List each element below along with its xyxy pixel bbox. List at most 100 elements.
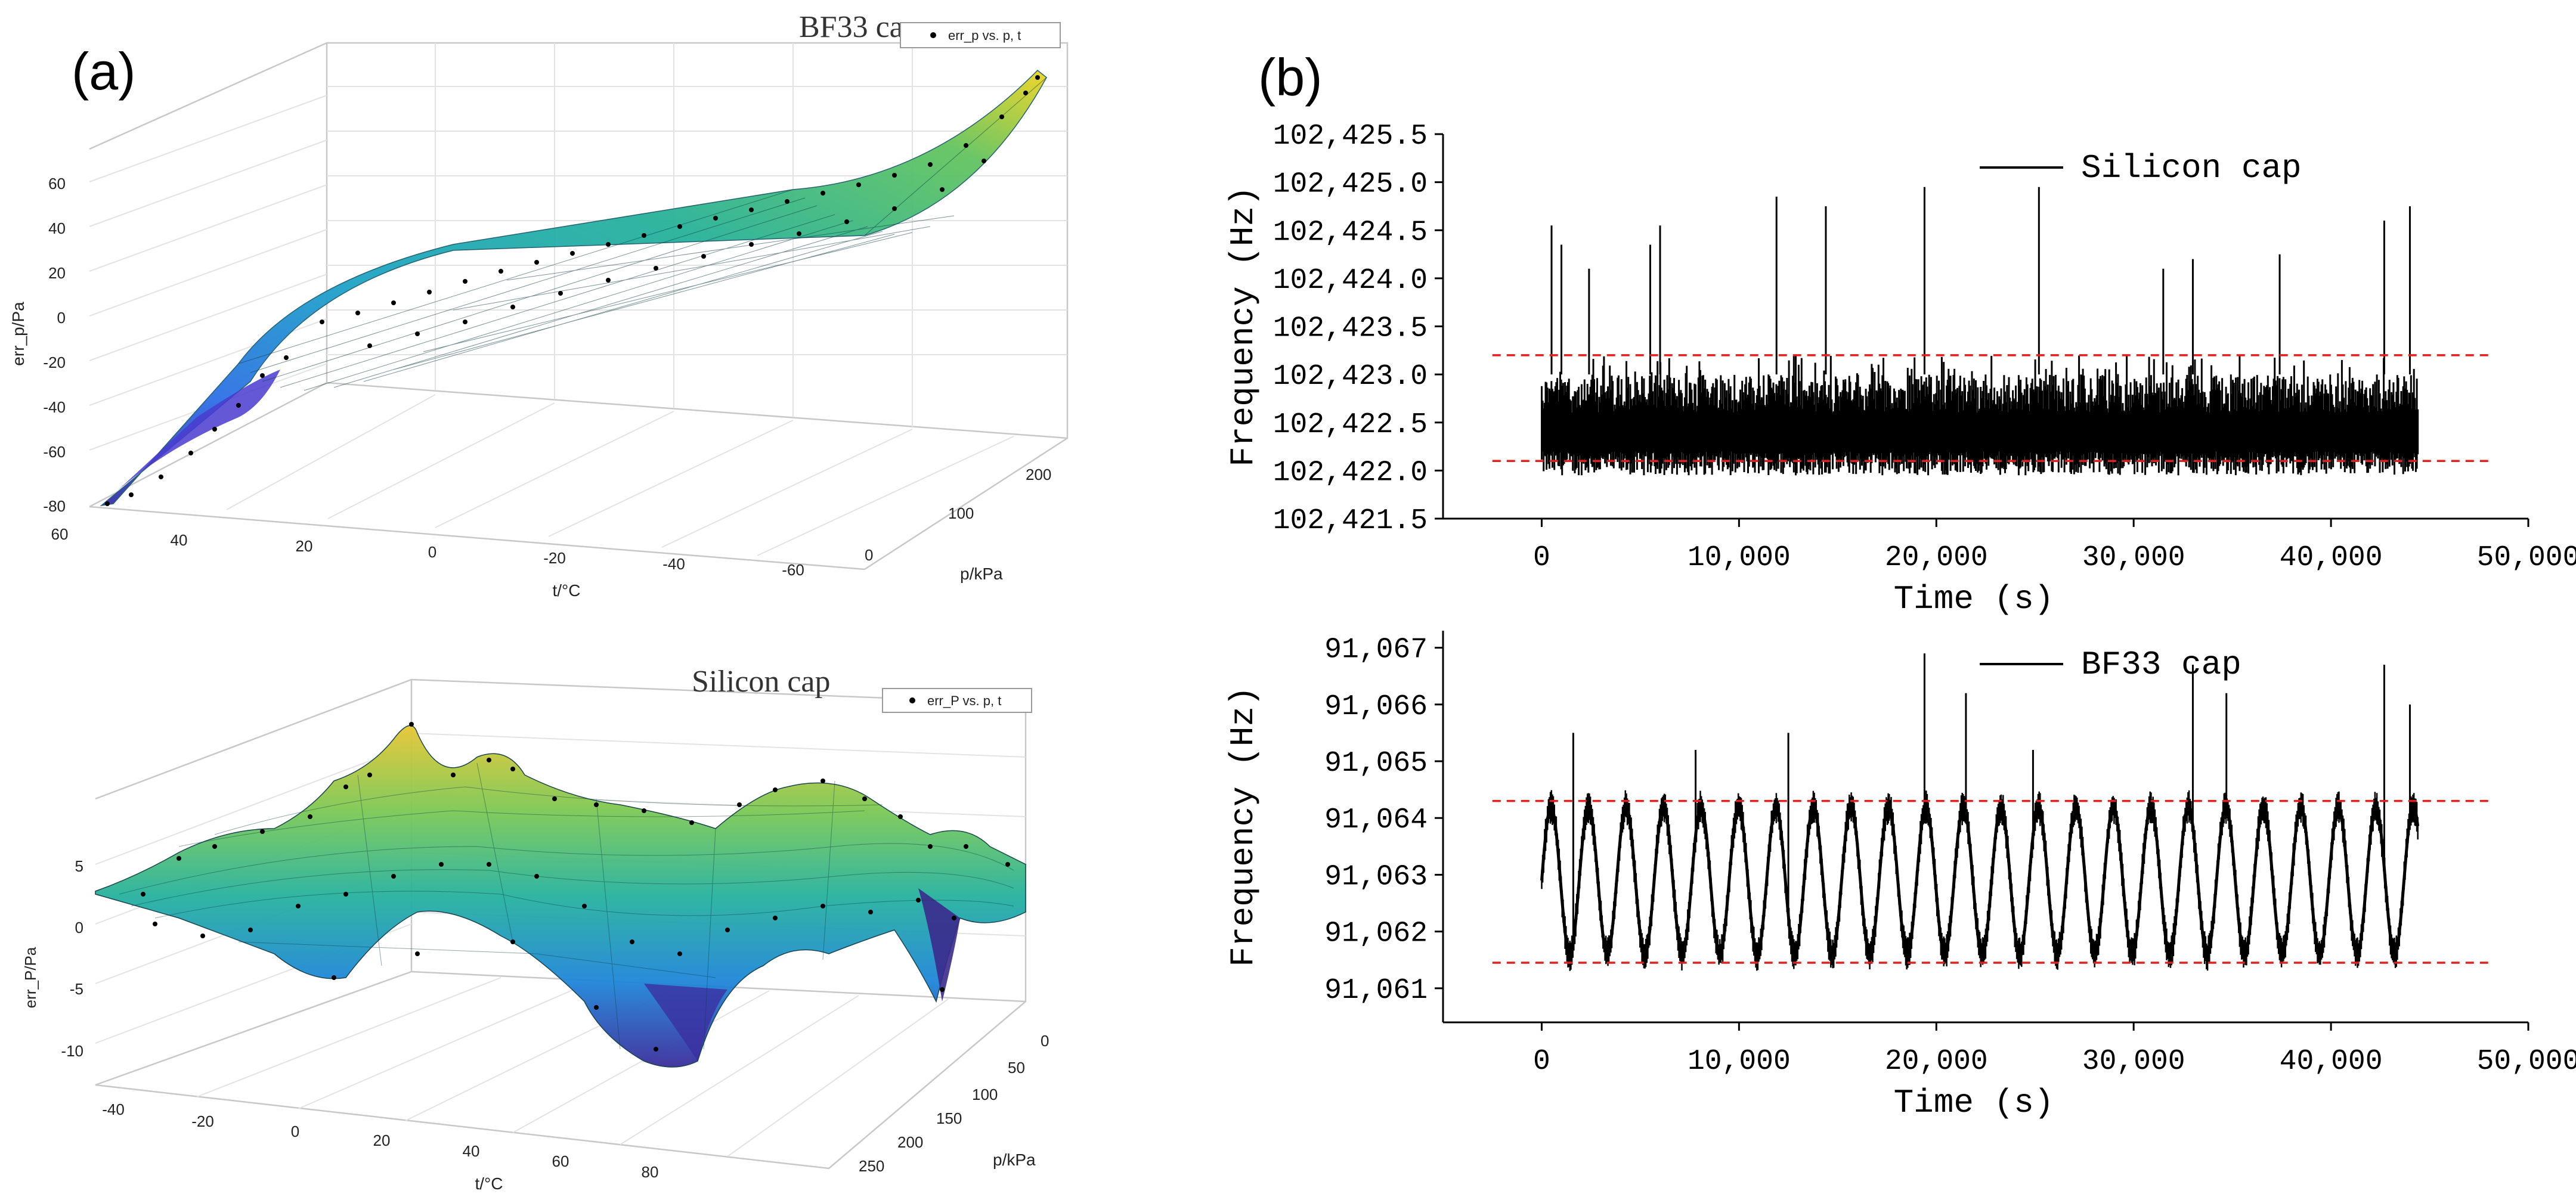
x-tick-label: 0 — [1533, 1046, 1550, 1078]
x-tick-label: 40,000 — [2280, 1046, 2383, 1078]
silicon-y-axis-label: p/kPa — [993, 1151, 1036, 1169]
x-tick-label: 20,000 — [1885, 1046, 1988, 1078]
y-tick-label: 91,064 — [1324, 804, 1428, 836]
x-axis-label: Time (s) — [1894, 1084, 2054, 1122]
y-tick-label: 102,423.5 — [1273, 313, 1428, 345]
y-tick-label: 91,067 — [1324, 634, 1428, 666]
svg-text:60: 60 — [51, 525, 69, 543]
y-tick-label: 102,421.5 — [1273, 505, 1428, 537]
y-tick-label: 91,066 — [1324, 691, 1428, 723]
silicon-surface-trough — [644, 984, 727, 1061]
bf33-3d-surface-plot: BF33 cap err_p vs. p, t 60 40 20 0 -20 -… — [9, 10, 1069, 600]
svg-text:100: 100 — [948, 504, 974, 522]
svg-text:150: 150 — [936, 1109, 962, 1127]
series-trend-line — [1540, 804, 2420, 957]
svg-text:20: 20 — [296, 537, 313, 555]
silicon-3d-legend-marker — [909, 697, 915, 703]
bf33-frequency-chart: 91,067 91,066 91,065 91,064 91,063 91,062 91,0… — [1224, 631, 2576, 1122]
silicon-3d-title: Silicon cap — [692, 665, 831, 699]
bf33-3d-title: BF33 cap — [799, 10, 919, 44]
svg-text:-40: -40 — [102, 1100, 125, 1118]
legend-label: Silicon cap — [2081, 149, 2302, 187]
bf33-x-axis-label: t/°C — [553, 581, 581, 600]
silicon-frequency-chart: 102,425.5 102,425.0 102,424.5 102,424.0 102,… — [1224, 120, 2576, 618]
y-tick-label: 102,425.0 — [1273, 169, 1428, 201]
svg-text:40: 40 — [48, 219, 66, 237]
y-tick-label: 91,061 — [1324, 975, 1428, 1007]
silicon-z-axis-label: err_P/Pa — [21, 947, 39, 1008]
svg-text:200: 200 — [897, 1133, 923, 1151]
svg-text:250: 250 — [859, 1157, 884, 1175]
silicon-data-points — [141, 722, 1010, 1052]
y-tick-label: 102,423.0 — [1273, 361, 1428, 393]
panel-b-label: (b) — [1258, 48, 1323, 107]
series-line-silicon-cap — [1541, 355, 2419, 476]
panel-b: (b) 102,425.5 102,425.0 102,424.5 102,424.0… — [1224, 48, 2576, 1122]
silicon-3d-legend-text: err_P vs. p, t — [927, 693, 1001, 708]
silicon-x-axis-label: t/°C — [475, 1174, 503, 1193]
svg-text:-20: -20 — [43, 353, 66, 371]
svg-text:-60: -60 — [782, 561, 804, 579]
bf33-z-axis-label: err_p/Pa — [9, 302, 27, 366]
svg-text:20: 20 — [373, 1131, 391, 1149]
y-axis-label: Frequency (Hz) — [1224, 186, 1262, 466]
bf33-data-points — [105, 75, 1040, 506]
svg-text:5: 5 — [75, 857, 83, 875]
svg-text:40: 40 — [463, 1142, 480, 1160]
bf33-3d-legend-box — [900, 22, 1061, 48]
y-tick-label: 91,065 — [1324, 748, 1428, 780]
svg-text:-60: -60 — [43, 443, 66, 461]
svg-text:-40: -40 — [662, 555, 685, 573]
svg-text:50: 50 — [1008, 1059, 1025, 1077]
svg-text:80: 80 — [642, 1163, 659, 1181]
svg-text:100: 100 — [972, 1086, 998, 1103]
bf33-3d-box — [89, 42, 1069, 570]
bf33-z-tick-labels: 60 40 20 0 -20 -40 -60 -80 — [43, 175, 66, 515]
svg-text:0: 0 — [57, 309, 66, 327]
x-tick-label: 30,000 — [2082, 1046, 2185, 1078]
y-tick-label: 102,425.5 — [1273, 120, 1428, 153]
y-tick-label: 102,424.5 — [1273, 216, 1428, 249]
panel-a-label: (a) — [72, 42, 136, 101]
x-axis-label: Time (s) — [1894, 580, 2054, 618]
silicon-error-surface — [95, 725, 1026, 1068]
silicon-surface-dip — [918, 888, 960, 1001]
svg-text:0: 0 — [865, 546, 873, 564]
x-tick-label: 40,000 — [2280, 542, 2383, 574]
svg-text:20: 20 — [48, 264, 66, 282]
y-tick-label: 91,062 — [1324, 918, 1428, 950]
y-tick-label: 91,063 — [1324, 861, 1428, 893]
y-tick-label: 102,422.0 — [1273, 457, 1428, 489]
bf33-3d-legend-marker — [930, 32, 936, 38]
svg-text:0: 0 — [75, 919, 83, 936]
svg-text:40: 40 — [171, 531, 188, 549]
svg-text:-5: -5 — [70, 980, 83, 998]
svg-text:-20: -20 — [191, 1112, 214, 1130]
svg-text:60: 60 — [48, 175, 66, 193]
bf33-3d-legend-text: err_p vs. p, t — [948, 28, 1021, 43]
svg-text:0: 0 — [428, 543, 436, 561]
bf33-3d-gridlines — [89, 43, 1067, 556]
svg-text:-10: -10 — [61, 1042, 83, 1060]
svg-text:0: 0 — [1041, 1032, 1049, 1050]
silicon-x-tick-labels: -40 -20 0 20 40 60 80 — [102, 1100, 658, 1181]
bf33-y-tick-labels: 0 100 200 — [865, 466, 1051, 564]
silicon-surface-mesh — [119, 762, 1014, 1050]
x-tick-label: 20,000 — [1885, 542, 1988, 574]
y-tick-label: 102,422.5 — [1273, 409, 1428, 441]
silicon-z-tick-labels: 5 0 -5 -10 — [61, 857, 83, 1060]
legend-label: BF33 cap — [2081, 646, 2241, 684]
x-tick-label: 10,000 — [1688, 542, 1791, 574]
bf33-x-tick-labels: 60 40 20 0 -20 -40 -60 — [51, 525, 804, 579]
x-tick-label: 30,000 — [2082, 542, 2185, 574]
bf33-error-surface — [100, 69, 1047, 507]
panel-a: (a) — [9, 10, 1069, 1193]
svg-text:0: 0 — [291, 1122, 299, 1140]
svg-text:-20: -20 — [543, 549, 566, 567]
bf33-y-axis-label: p/kPa — [960, 565, 1003, 583]
silicon-y-tick-labels: 0 50 100 150 200 250 — [859, 1032, 1049, 1175]
x-tick-label: 10,000 — [1688, 1046, 1791, 1078]
svg-text:-80: -80 — [43, 497, 66, 515]
x-tick-label: 50,000 — [2477, 542, 2576, 574]
